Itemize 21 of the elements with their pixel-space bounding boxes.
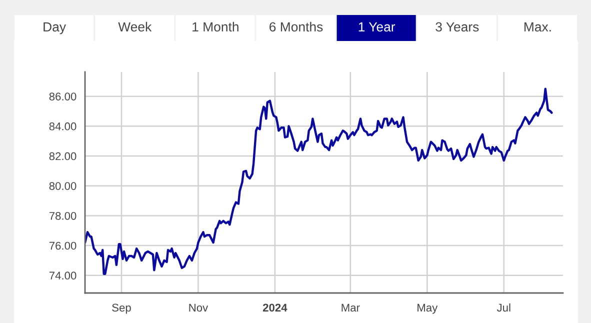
y-tick-label: 78.00 (49, 212, 76, 220)
text: 6 Months (270, 22, 323, 32)
y-tick-label: 76.00 (49, 242, 76, 250)
y-tick-label: 86.00 (49, 92, 76, 100)
text: 1 Month (192, 22, 238, 32)
x-tick-label: Sep (112, 304, 131, 314)
text: Day (44, 22, 66, 34)
text: 3 Years (436, 22, 479, 32)
y-tick-label: 84.00 (49, 122, 76, 130)
text: Max. (524, 22, 551, 32)
y-tick-label: 80.00 (49, 182, 76, 190)
x-tick-label: Mar (342, 304, 360, 312)
x-tick-label: May (418, 304, 438, 314)
y-tick-label: 74.00 (49, 272, 76, 280)
line-series (85, 88, 553, 276)
x-tick-label: Jul (496, 303, 510, 312)
text: Week (118, 22, 152, 32)
text: 1 Year (358, 22, 396, 32)
y-tick-label: 82.00 (49, 152, 76, 160)
x-tick-label: Nov (189, 304, 208, 312)
x-tick-label: 2024 (262, 304, 288, 312)
